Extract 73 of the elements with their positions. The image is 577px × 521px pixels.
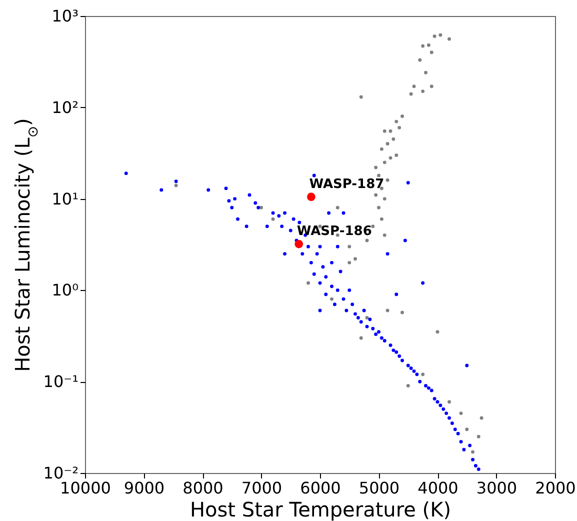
- point: [421, 90, 425, 94]
- point: [374, 166, 378, 170]
- point: [430, 84, 434, 88]
- point: [412, 84, 416, 88]
- point: [421, 372, 425, 376]
- point: [386, 178, 390, 182]
- point: [388, 156, 392, 160]
- point: [448, 400, 451, 404]
- point: [377, 174, 380, 178]
- point: [418, 58, 422, 62]
- x-tick-label: 7000: [241, 478, 282, 498]
- y-tick-label: 10³: [52, 6, 78, 26]
- point: [380, 217, 384, 221]
- x-axis-title: Host Star Temperature (K): [190, 498, 452, 521]
- y-tick-label: 10²: [52, 98, 78, 117]
- annotation: WASP-186: [296, 224, 372, 240]
- point: [421, 44, 425, 48]
- point: [448, 37, 451, 41]
- point: [386, 142, 390, 146]
- point: [359, 95, 363, 99]
- point: [480, 416, 484, 420]
- point: [424, 70, 428, 74]
- point: [436, 330, 440, 334]
- y-tick-label: 10¹: [52, 189, 78, 208]
- annotation: WASP-187: [309, 176, 384, 192]
- point: [409, 92, 413, 96]
- point: [377, 206, 380, 210]
- x-tick-label: 4000: [418, 478, 458, 498]
- point: [365, 238, 369, 242]
- point: [394, 153, 398, 157]
- point: [394, 120, 398, 124]
- point: [174, 184, 178, 188]
- y-tick-label: 10⁰: [52, 280, 78, 300]
- point: [271, 217, 275, 221]
- point: [336, 206, 340, 210]
- x-tick-label: 2000: [535, 478, 576, 498]
- point: [400, 114, 404, 118]
- point: [294, 240, 304, 248]
- point: [406, 384, 410, 388]
- point: [382, 129, 386, 133]
- x-tick-label: 5000: [358, 478, 400, 498]
- point: [476, 434, 480, 438]
- point: [348, 244, 352, 248]
- point: [430, 50, 434, 54]
- point: [465, 428, 469, 432]
- point: [426, 43, 430, 47]
- point: [382, 197, 386, 201]
- point: [382, 160, 386, 164]
- point: [382, 233, 386, 237]
- point: [306, 281, 310, 285]
- x-tick-label: 8000: [182, 478, 224, 498]
- point: [348, 260, 352, 264]
- point: [359, 336, 363, 340]
- point: [380, 147, 384, 151]
- point: [386, 308, 390, 312]
- point: [260, 206, 263, 210]
- point: [330, 297, 334, 301]
- point: [471, 450, 474, 454]
- point: [374, 193, 378, 197]
- x-tick-label: 6000: [300, 478, 341, 498]
- point: [392, 137, 396, 141]
- point: [432, 34, 436, 38]
- point: [400, 310, 404, 314]
- point: [307, 192, 316, 202]
- point: [459, 412, 463, 416]
- x-tick-label: 3000: [476, 478, 518, 498]
- point: [398, 126, 402, 130]
- point: [365, 316, 369, 320]
- point: [354, 257, 357, 261]
- point: [438, 33, 442, 37]
- x-tick-label: 9000: [124, 478, 165, 498]
- y-tick-label: 10⁻¹: [43, 372, 78, 392]
- point: [388, 129, 392, 133]
